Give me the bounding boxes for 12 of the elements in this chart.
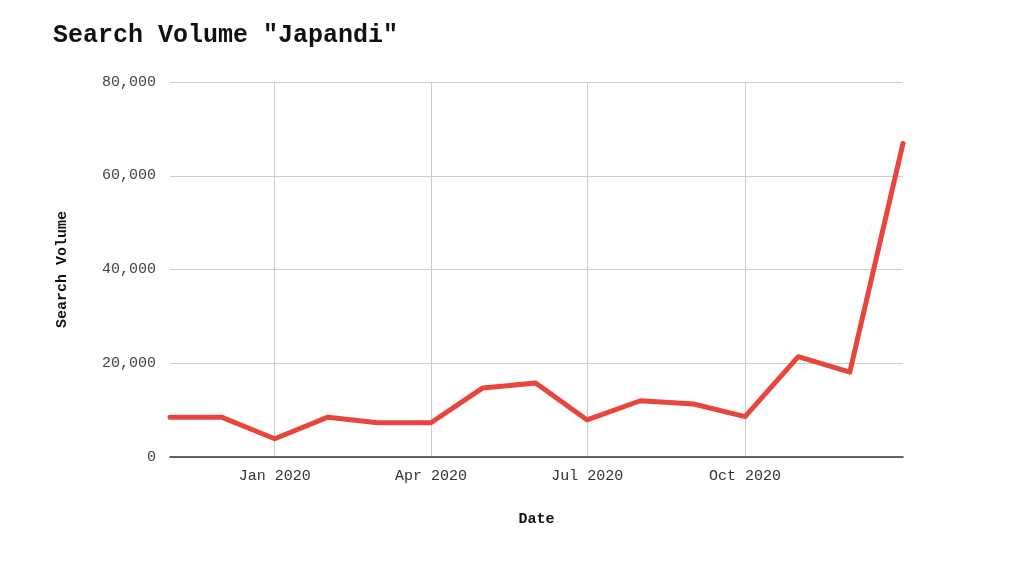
chart-title: Search Volume "Japandi" — [53, 21, 399, 50]
x-tick-label: Oct 2020 — [709, 468, 782, 485]
y-tick-label: 20,000 — [101, 354, 156, 372]
y-tick-label: 60,000 — [101, 167, 156, 185]
x-tick-label: Apr 2020 — [394, 468, 467, 485]
y-tick-label: 0 — [146, 448, 156, 466]
y-tick-label: 40,000 — [101, 261, 156, 278]
x-axis-title: Date — [518, 511, 555, 528]
y-axis-title: Search Volume — [54, 210, 71, 329]
y-tick-label: 80,000 — [101, 73, 156, 91]
x-tick-label: Jan 2020 — [238, 468, 311, 485]
x-tick-label: Jul 2020 — [551, 468, 624, 485]
